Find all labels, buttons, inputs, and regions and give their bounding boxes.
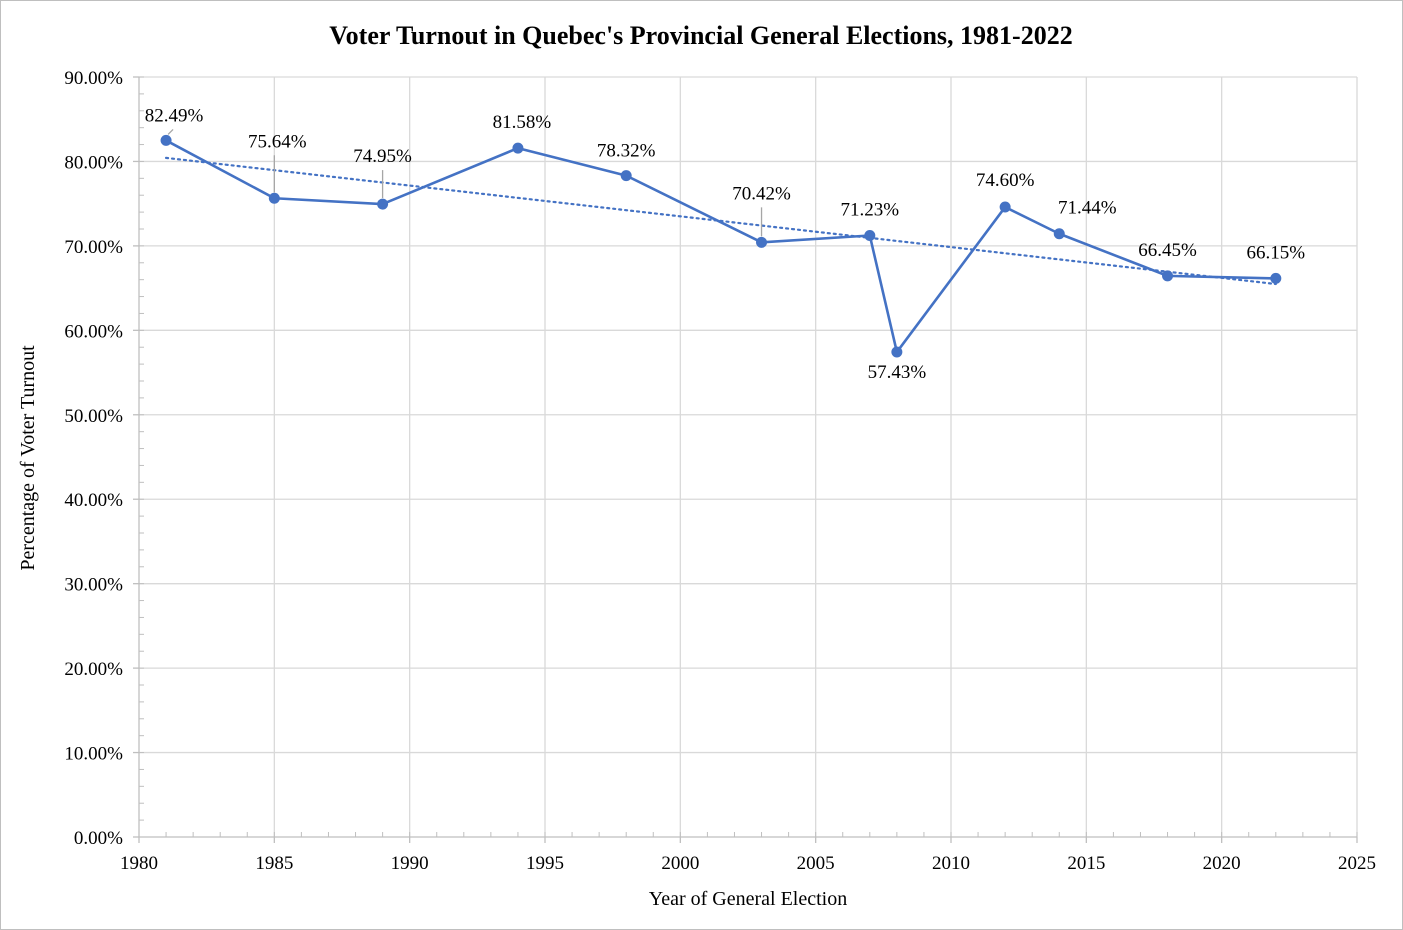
data-label: 70.42% bbox=[732, 183, 791, 204]
y-tick-label: 40.00% bbox=[64, 490, 123, 511]
data-label: 75.64% bbox=[248, 131, 307, 152]
data-label: 82.49% bbox=[145, 105, 204, 126]
data-label: 81.58% bbox=[493, 112, 552, 133]
data-label: 74.60% bbox=[976, 170, 1035, 191]
data-label-leader bbox=[167, 128, 174, 135]
data-point bbox=[1270, 272, 1282, 284]
data-label: 66.45% bbox=[1138, 240, 1197, 261]
data-point bbox=[512, 142, 524, 154]
y-tick-label: 50.00% bbox=[64, 406, 123, 427]
data-label: 71.23% bbox=[841, 200, 900, 221]
x-tick-label: 1980 bbox=[120, 853, 158, 874]
data-label: 66.15% bbox=[1247, 242, 1306, 263]
data-point bbox=[620, 170, 632, 182]
y-tick-label: 60.00% bbox=[64, 321, 123, 342]
y-tick-label: 0.00% bbox=[74, 828, 123, 849]
data-point bbox=[160, 134, 172, 146]
x-tick-label: 2025 bbox=[1338, 853, 1376, 874]
x-axis-title: Year of General Election bbox=[649, 888, 847, 910]
data-point bbox=[268, 192, 280, 204]
data-point bbox=[377, 198, 389, 210]
x-tick-label: 2010 bbox=[932, 853, 970, 874]
data-labels: 82.49% 75.64% 74.95% 81.58% 78.32% 70.42% 71.2… bbox=[145, 105, 1305, 383]
y-tick-label: 80.00% bbox=[64, 152, 123, 173]
x-tick-label: 2000 bbox=[661, 853, 699, 874]
y-tick-label: 30.00% bbox=[64, 575, 123, 596]
x-tick-label: 2015 bbox=[1067, 853, 1105, 874]
x-tick-label: 1995 bbox=[526, 853, 564, 874]
axes bbox=[133, 76, 1358, 843]
data-label: 57.43% bbox=[868, 362, 927, 383]
data-point bbox=[999, 201, 1011, 213]
data-label: 71.44% bbox=[1058, 198, 1117, 219]
x-tick-label: 1985 bbox=[255, 853, 293, 874]
x-tick-label: 1990 bbox=[391, 853, 429, 874]
x-tick-label: 2005 bbox=[797, 853, 835, 874]
tick-labels: 0.00% 10.00% 20.00% 30.00% 40.00% 50.00% 60.00… bbox=[64, 68, 1376, 874]
chart-title: Voter Turnout in Quebec's Provincial Gen… bbox=[329, 21, 1072, 50]
x-tick-label: 2020 bbox=[1203, 853, 1241, 874]
data-label: 74.95% bbox=[353, 146, 412, 167]
data-point bbox=[1162, 270, 1174, 282]
y-tick-label: 10.00% bbox=[64, 744, 123, 765]
series-line bbox=[160, 134, 1282, 358]
series-polyline bbox=[165, 139, 1276, 354]
y-tick-label: 20.00% bbox=[64, 659, 123, 680]
data-point bbox=[891, 346, 903, 358]
data-point bbox=[1053, 228, 1065, 240]
y-tick-label: 70.00% bbox=[64, 237, 123, 258]
y-tick-label: 90.00% bbox=[64, 68, 123, 89]
data-label: 78.32% bbox=[597, 141, 656, 162]
data-point bbox=[756, 236, 768, 248]
y-axis-title: Percentage of Voter Turnout bbox=[17, 345, 39, 571]
data-point bbox=[864, 230, 876, 242]
